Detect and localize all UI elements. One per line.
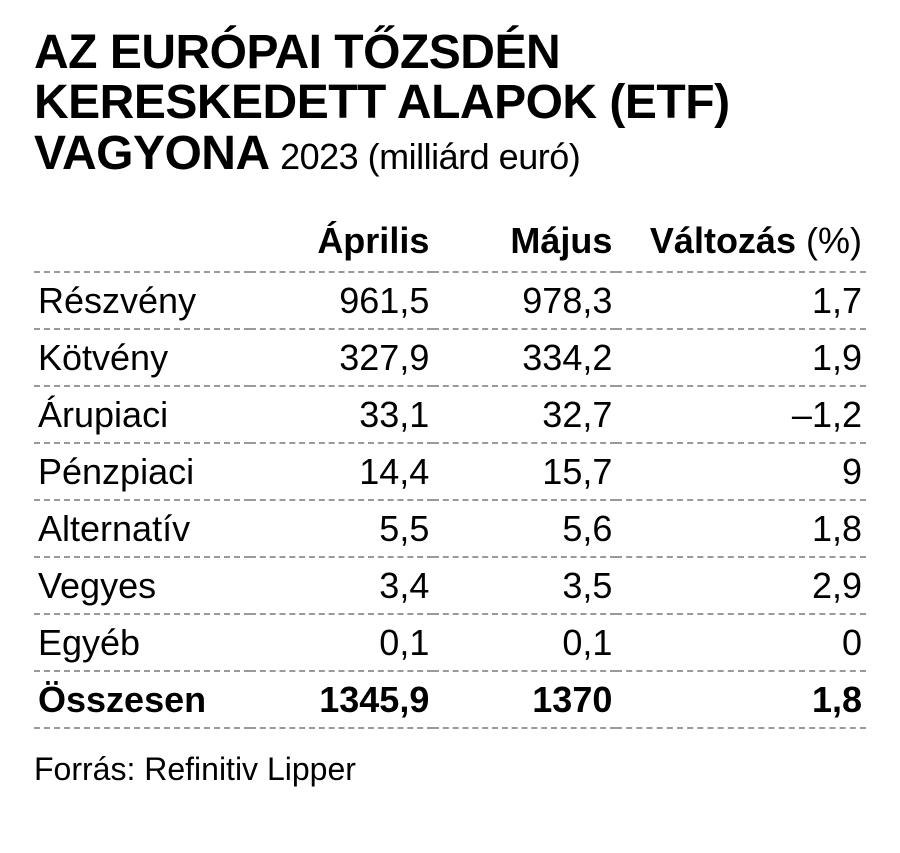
cell-april: 3,4 [250,557,433,614]
cell-may: 978,3 [433,272,616,329]
etf-table: Április Május Változás (%) Részvény 961,… [34,213,866,729]
col-header-change-unit: (%) [806,220,862,261]
table-total-row: Összesen 1345,9 1370 1,8 [34,671,866,728]
cell-change: 1,9 [616,329,866,386]
cell-total-may: 1370 [433,671,616,728]
cell-april: 327,9 [250,329,433,386]
cell-change: –1,2 [616,386,866,443]
cell-total-april: 1345,9 [250,671,433,728]
table-row: Alternatív 5,5 5,6 1,8 [34,500,866,557]
cell-total-label: Összesen [34,671,250,728]
cell-may: 15,7 [433,443,616,500]
cell-april: 5,5 [250,500,433,557]
cell-april: 33,1 [250,386,433,443]
cell-label: Kötvény [34,329,250,386]
cell-change: 2,9 [616,557,866,614]
cell-april: 961,5 [250,272,433,329]
cell-label: Vegyes [34,557,250,614]
cell-label: Egyéb [34,614,250,671]
cell-may: 5,6 [433,500,616,557]
cell-may: 3,5 [433,557,616,614]
col-header-change-label: Változás [650,220,796,261]
table-row: Egyéb 0,1 0,1 0 [34,614,866,671]
cell-change: 0 [616,614,866,671]
col-header-label [34,213,250,272]
col-header-may: Május [433,213,616,272]
cell-label: Árupiaci [34,386,250,443]
table-row: Részvény 961,5 978,3 1,7 [34,272,866,329]
cell-label: Részvény [34,272,250,329]
cell-total-change: 1,8 [616,671,866,728]
title-sub: 2023 (milliárd euró) [280,136,580,177]
cell-change: 1,8 [616,500,866,557]
cell-may: 334,2 [433,329,616,386]
title-block: AZ EURÓPAI TŐZSDÉN KERESKEDETT ALAPOK (E… [34,28,866,179]
cell-april: 0,1 [250,614,433,671]
table-header-row: Április Május Változás (%) [34,213,866,272]
col-header-april: Április [250,213,433,272]
cell-may: 0,1 [433,614,616,671]
etf-table-card: AZ EURÓPAI TŐZSDÉN KERESKEDETT ALAPOK (E… [0,0,900,853]
cell-label: Pénzpiaci [34,443,250,500]
cell-label: Alternatív [34,500,250,557]
cell-change: 9 [616,443,866,500]
col-header-change: Változás (%) [616,213,866,272]
table-row: Kötvény 327,9 334,2 1,9 [34,329,866,386]
cell-may: 32,7 [433,386,616,443]
cell-change: 1,7 [616,272,866,329]
table-row: Pénzpiaci 14,4 15,7 9 [34,443,866,500]
source-line: Forrás: Refinitiv Lipper [34,751,866,788]
table-row: Árupiaci 33,1 32,7 –1,2 [34,386,866,443]
cell-april: 14,4 [250,443,433,500]
table-row: Vegyes 3,4 3,5 2,9 [34,557,866,614]
